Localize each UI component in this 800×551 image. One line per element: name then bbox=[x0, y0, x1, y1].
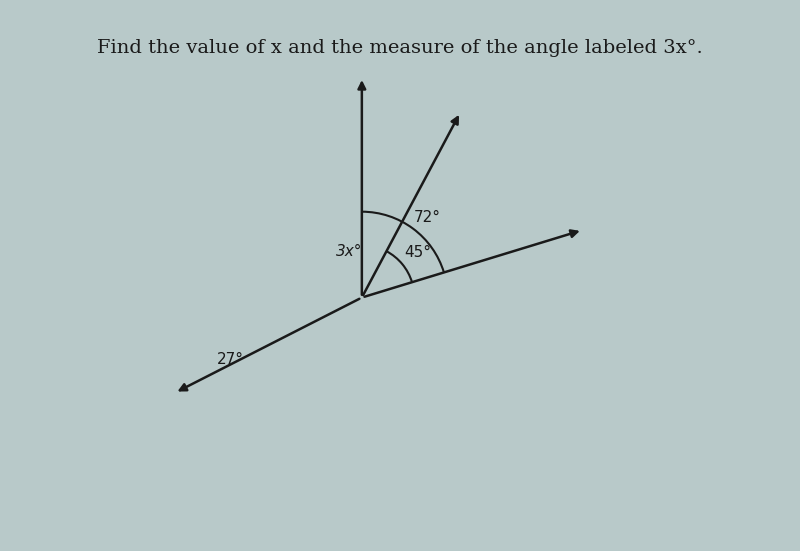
Text: 27°: 27° bbox=[218, 352, 244, 367]
Text: 45°: 45° bbox=[404, 245, 431, 260]
Text: Find the value of x and the measure of the angle labeled 3x°.: Find the value of x and the measure of t… bbox=[97, 39, 703, 57]
Text: 72°: 72° bbox=[414, 210, 440, 225]
Text: 3x°: 3x° bbox=[336, 244, 362, 259]
